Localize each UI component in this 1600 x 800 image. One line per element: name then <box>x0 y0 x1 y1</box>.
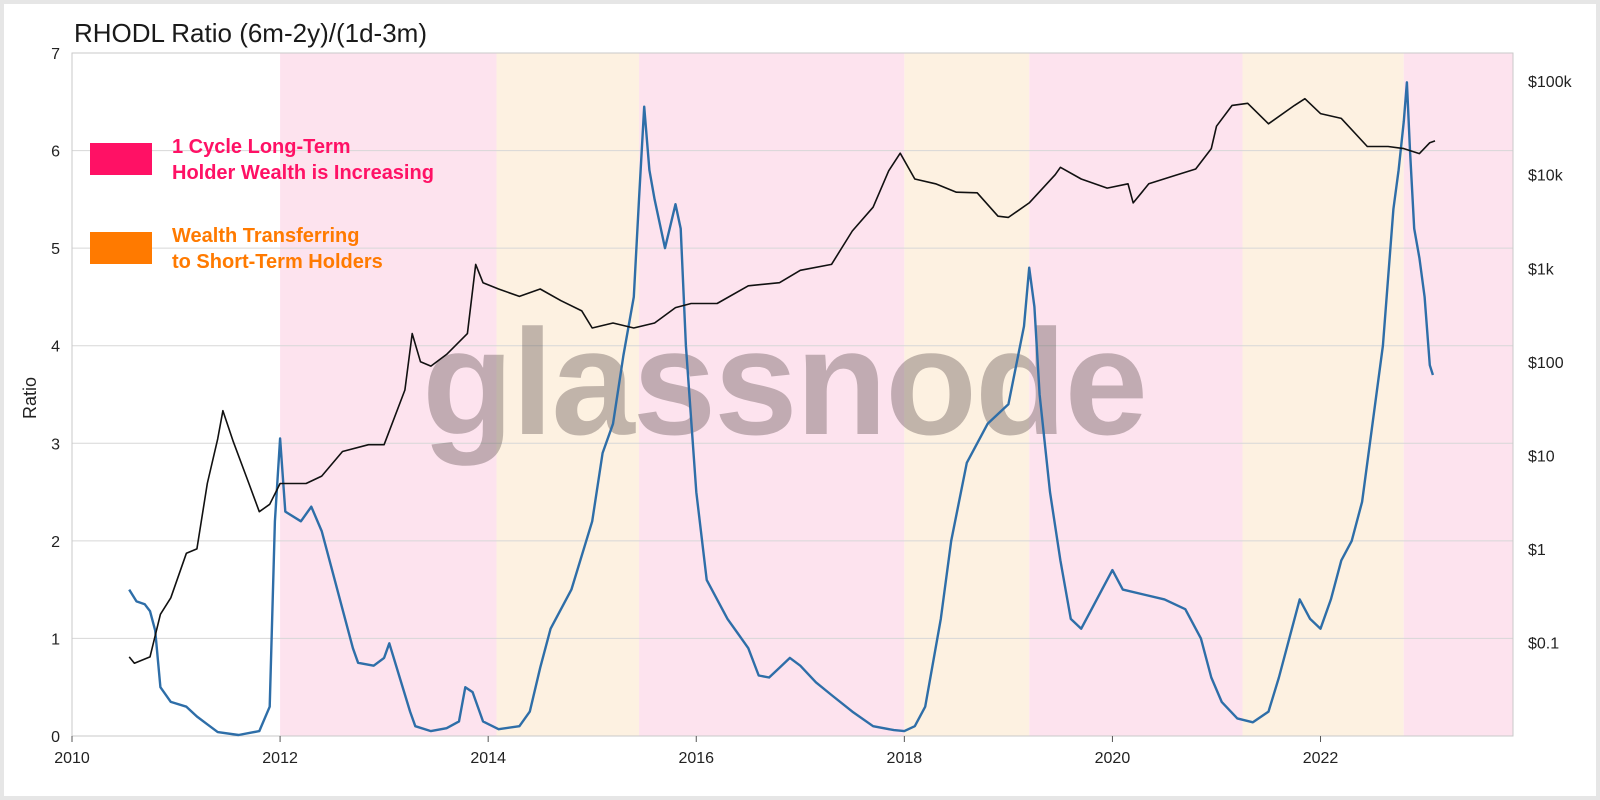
x-tick-label-1: 2012 <box>262 750 298 767</box>
band-orange-1 <box>496 53 640 736</box>
y-tick-label-6: 6 <box>51 144 60 161</box>
x-tick-label-0: 2010 <box>54 750 90 767</box>
y-axis-left: 0 1 2 3 4 5 6 7 <box>51 46 60 746</box>
legend-label-orange-line1: Wealth Transferring <box>172 225 359 247</box>
y2-tick-label-1: $1 <box>1528 542 1546 559</box>
y-tick-label-4: 4 <box>51 339 60 356</box>
x-tick-label-3: 2016 <box>678 750 714 767</box>
x-axis: 2010 2012 2014 2016 2018 2020 2022 <box>54 736 1338 767</box>
x-tick-label-4: 2018 <box>887 750 923 767</box>
legend-label-pink-line2: Holder Wealth is Increasing <box>172 162 434 184</box>
band-orange-5 <box>1242 53 1404 736</box>
y-tick-label-5: 5 <box>51 241 60 258</box>
y-tick-label-7: 7 <box>51 46 60 63</box>
band-orange-3 <box>904 53 1030 736</box>
y-tick-label-1: 1 <box>51 631 60 648</box>
chart-title: RHODL Ratio (6m-2y)/(1d-3m) <box>74 18 427 48</box>
legend-swatch-pink <box>90 143 152 175</box>
legend-swatch-orange <box>90 232 152 264</box>
y-axis-title: Ratio <box>20 377 40 419</box>
y2-tick-label-2: $10 <box>1528 448 1555 465</box>
band-pink-4 <box>1029 53 1243 736</box>
y-tick-label-0: 0 <box>51 729 60 746</box>
y-axis-right: $0.1 $1 $10 $100 $1k $10k $100k <box>1528 74 1573 652</box>
legend-label-pink-line1: 1 Cycle Long-Term <box>172 136 351 158</box>
x-tick-label-6: 2022 <box>1303 750 1339 767</box>
series-layer <box>128 81 1436 737</box>
plot-area-border <box>71 52 1514 737</box>
y2-tick-label-4: $1k <box>1528 261 1555 278</box>
band-pink-2 <box>639 53 905 736</box>
band-pink-6 <box>1403 53 1513 736</box>
watermark: glassnode <box>422 298 1146 466</box>
y-tick-label-3: 3 <box>51 436 60 453</box>
y-tick-label-2: 2 <box>51 534 60 551</box>
x-tick-label-5: 2020 <box>1095 750 1131 767</box>
price-line <box>128 97 1436 664</box>
y2-tick-label-6: $100k <box>1528 74 1573 91</box>
band-pink-0 <box>280 53 497 736</box>
x-tick-label-2: 2014 <box>470 750 506 767</box>
legend-label-orange-line2: to Short-Term Holders <box>172 251 383 273</box>
y2-tick-label-5: $10k <box>1528 168 1564 185</box>
y2-tick-label-3: $100 <box>1528 355 1564 372</box>
rhodl-ratio-line <box>128 81 1435 737</box>
legend: 1 Cycle Long-Term Holder Wealth is Incre… <box>90 136 434 273</box>
y2-tick-label-0: $0.1 <box>1528 635 1559 652</box>
